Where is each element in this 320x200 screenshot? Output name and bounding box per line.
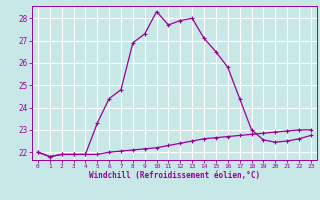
X-axis label: Windchill (Refroidissement éolien,°C): Windchill (Refroidissement éolien,°C) bbox=[89, 171, 260, 180]
